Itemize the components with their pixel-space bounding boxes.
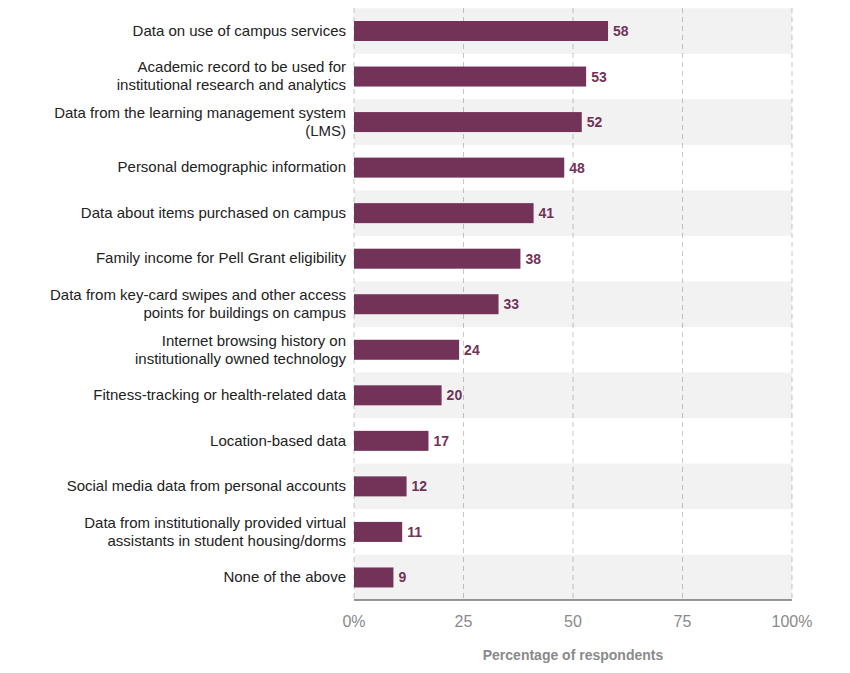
svg-text:52: 52 <box>587 114 603 130</box>
svg-text:53: 53 <box>591 69 607 85</box>
svg-text:0%: 0% <box>342 613 365 630</box>
svg-text:Data about items purchased on: Data about items purchased on campus <box>81 204 346 221</box>
svg-text:None of the above: None of the above <box>223 568 346 585</box>
svg-text:Personal demographic informati: Personal demographic information <box>118 158 346 175</box>
svg-text:Fitness-tracking or health-rel: Fitness-tracking or health-related data <box>93 386 346 403</box>
svg-text:50: 50 <box>564 613 582 630</box>
svg-text:Academic record to be used for: Academic record to be used forinstitutio… <box>117 58 346 93</box>
svg-text:24: 24 <box>464 342 480 358</box>
svg-text:Data from key-card swipes and: Data from key-card swipes and other acce… <box>50 286 346 321</box>
svg-text:Family income for Pell Grant e: Family income for Pell Grant eligibility <box>96 249 347 266</box>
svg-text:20: 20 <box>447 387 463 403</box>
svg-text:9: 9 <box>398 569 406 585</box>
svg-text:Data from institutionally prov: Data from institutionally provided virtu… <box>84 514 346 549</box>
svg-text:Data on use of campus services: Data on use of campus services <box>133 22 346 39</box>
svg-text:Data from the learning managem: Data from the learning management system… <box>54 104 346 139</box>
svg-text:11: 11 <box>407 524 422 540</box>
svg-text:41: 41 <box>539 205 555 221</box>
svg-text:Internet browsing history onin: Internet browsing history oninstitutiona… <box>135 332 346 367</box>
svg-text:Location-based data: Location-based data <box>210 432 347 449</box>
svg-text:75: 75 <box>674 613 692 630</box>
svg-text:Social media data from persona: Social media data from personal accounts <box>67 477 346 494</box>
svg-text:12: 12 <box>412 478 428 494</box>
svg-text:100%: 100% <box>772 613 813 630</box>
svg-text:38: 38 <box>525 251 541 267</box>
svg-text:48: 48 <box>569 160 585 176</box>
svg-text:25: 25 <box>455 613 473 630</box>
svg-text:33: 33 <box>504 296 520 312</box>
svg-text:17: 17 <box>433 433 449 449</box>
svg-text:58: 58 <box>613 23 629 39</box>
svg-text:Percentage of respondents: Percentage of respondents <box>483 647 664 663</box>
